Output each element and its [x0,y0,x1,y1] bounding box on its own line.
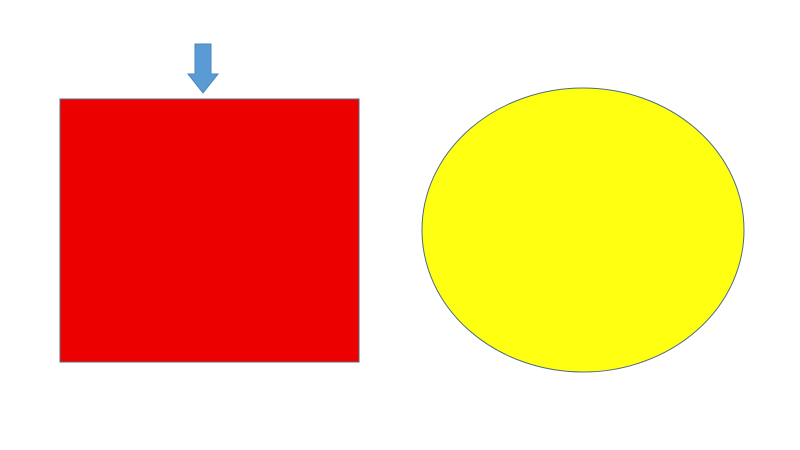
red-square [59,98,360,363]
down-arrow-icon [186,43,220,94]
yellow-circle [421,87,745,373]
